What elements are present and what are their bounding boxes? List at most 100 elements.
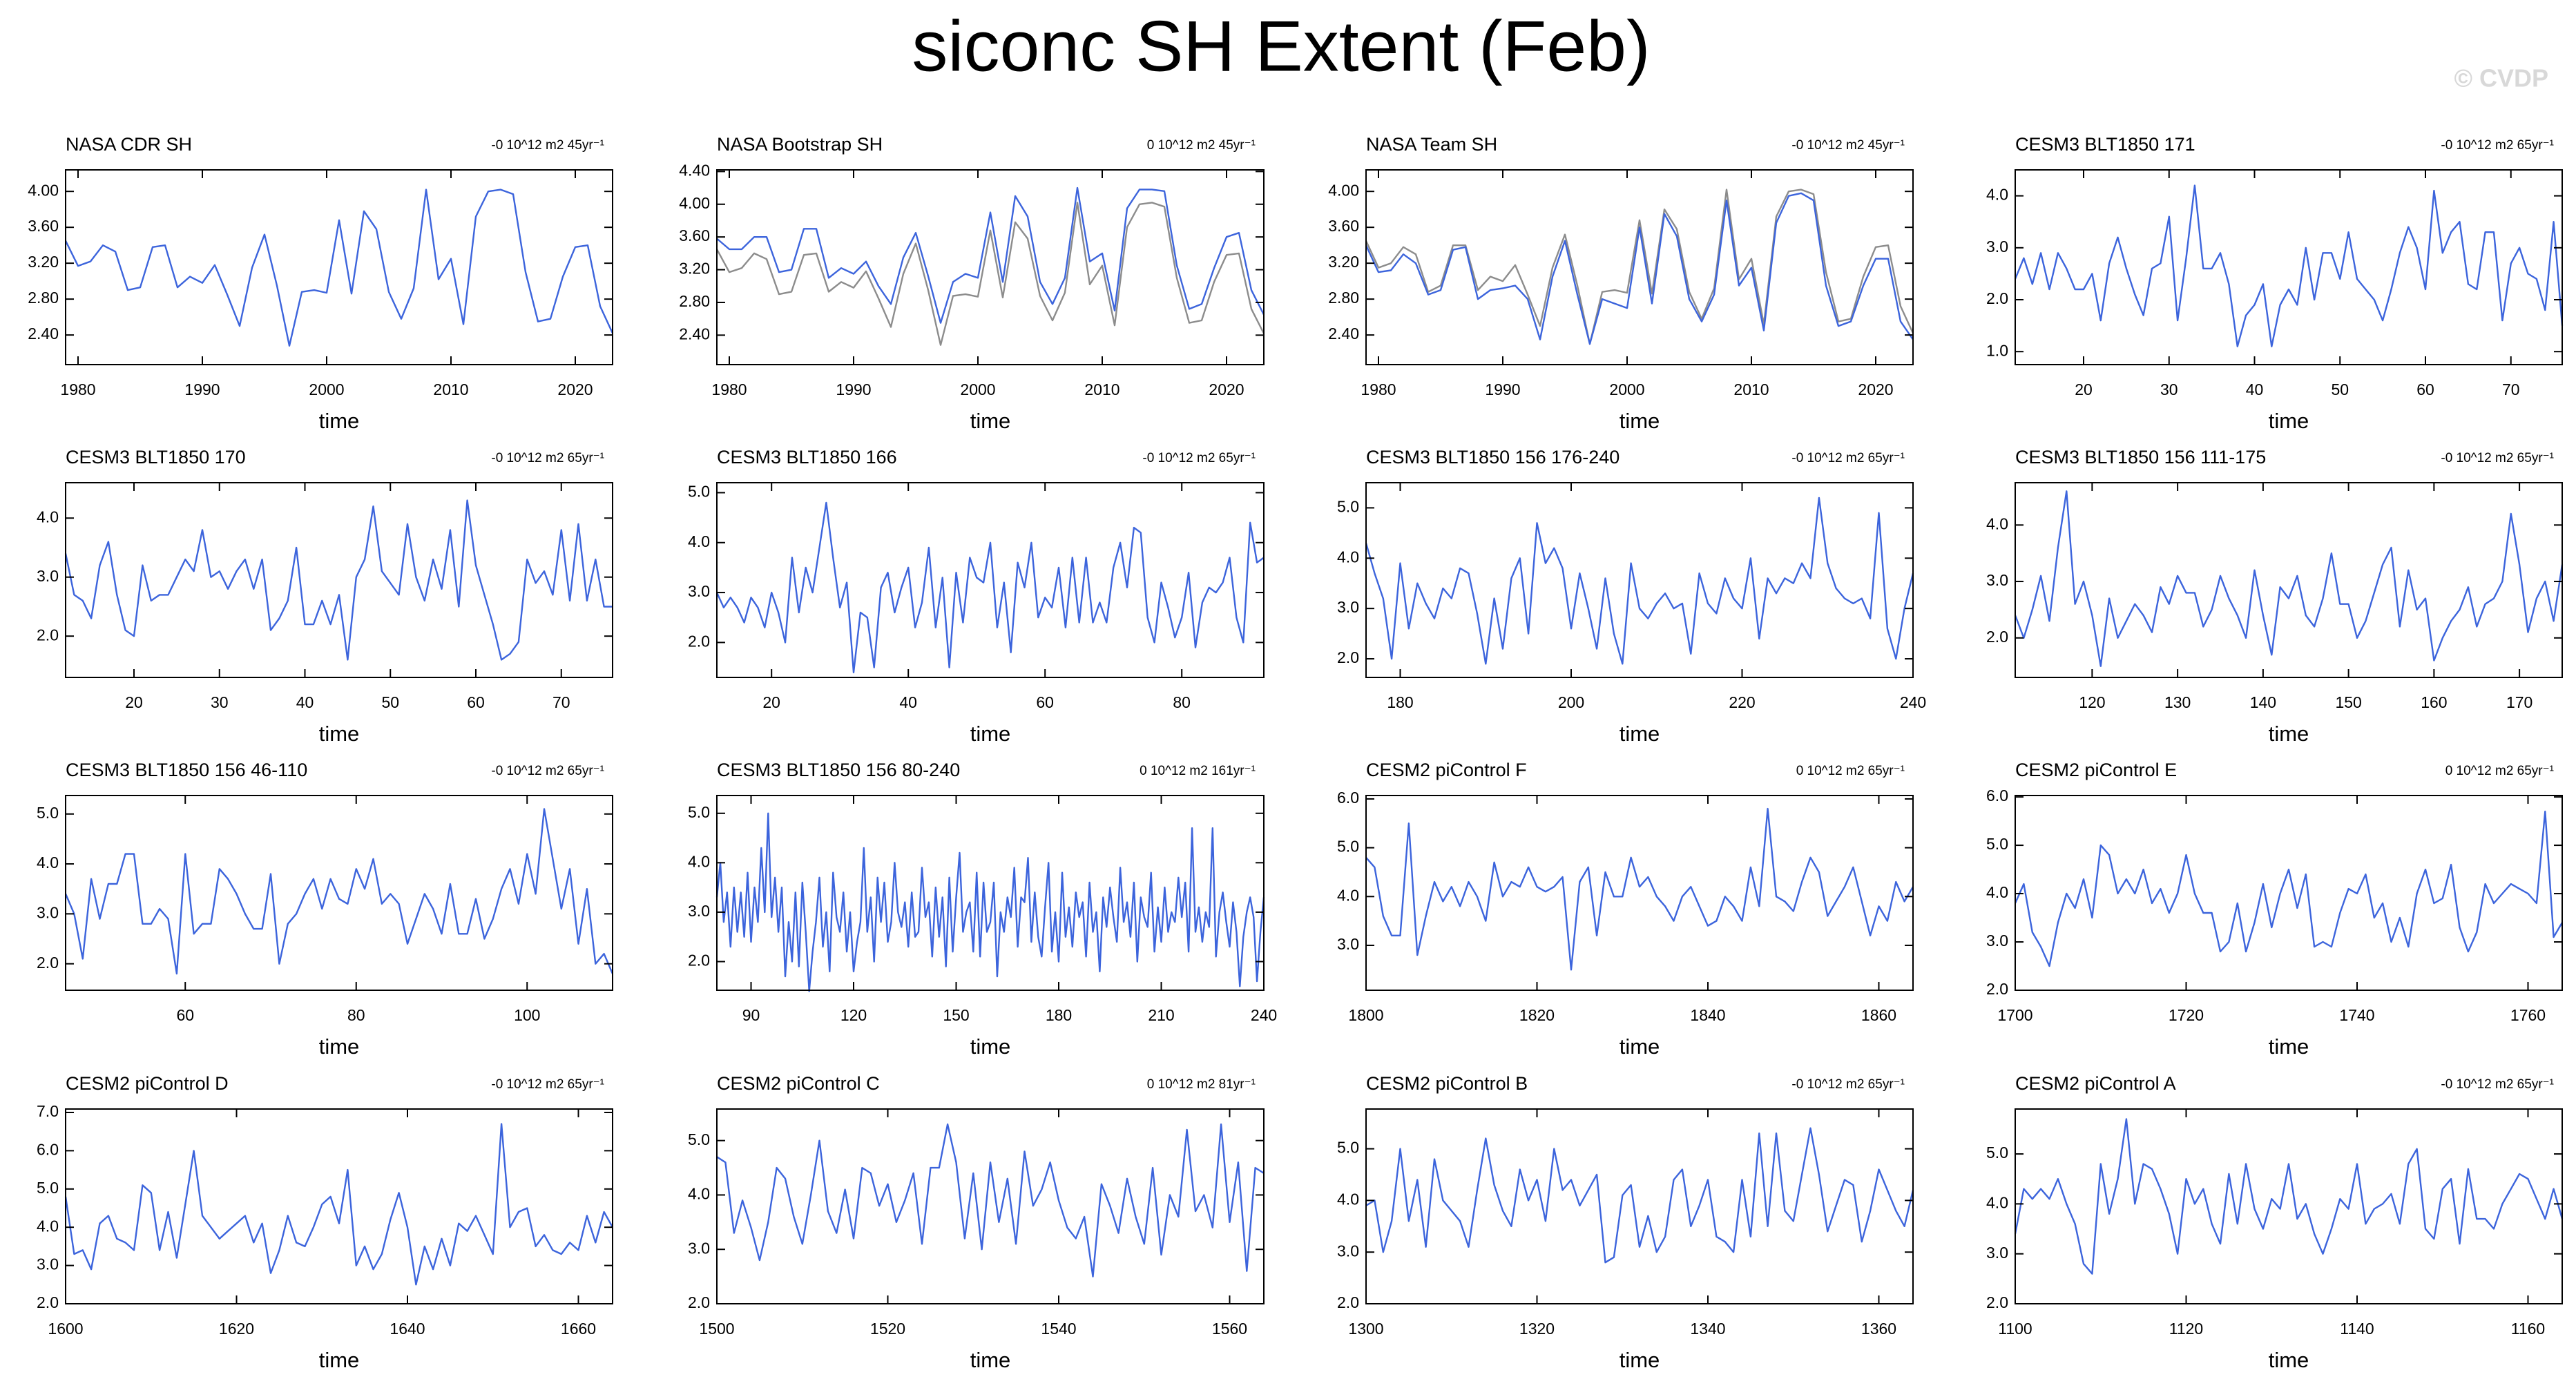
panel: CESM2 piControl D -0 10^12 m2 65yr⁻¹ time 2… [37, 1073, 614, 1372]
data-line [64, 1123, 614, 1286]
y-tick-label: 5.0 [1337, 838, 1359, 856]
x-tick-label: 30 [211, 693, 229, 711]
x-tick-label: 1980 [60, 380, 95, 398]
x-axis-label: time [1619, 1348, 1660, 1372]
x-tick-label: 1800 [1348, 1006, 1383, 1024]
x-tick-label: 1700 [1997, 1006, 2032, 1024]
figure-title: siconc SH Extent (Feb) [912, 6, 1650, 86]
x-tick-label: 20 [762, 693, 780, 711]
x-axis-label: time [2269, 1034, 2309, 1059]
panel-title: CESM3 BLT1850 166 [717, 447, 897, 468]
trend-annotation: -0 10^12 m2 65yr⁻¹ [491, 451, 604, 465]
x-tick-label: 1720 [2169, 1006, 2204, 1024]
y-tick-label: 2.0 [1337, 1293, 1359, 1311]
y-tick-label: 5.0 [1986, 1144, 2008, 1162]
x-tick-label: 2010 [433, 380, 468, 398]
x-tick-label: 200 [1558, 693, 1584, 711]
y-tick-label: 5.0 [1986, 835, 2008, 853]
x-tick-label: 2020 [557, 380, 593, 398]
y-tick-label: 2.0 [1986, 289, 2008, 307]
trend-annotation: -0 10^12 m2 65yr⁻¹ [1142, 451, 1256, 465]
trend-annotation: -0 10^12 m2 65yr⁻¹ [2441, 451, 2554, 465]
x-tick-label: 1640 [390, 1320, 425, 1338]
trend-annotation: 0 10^12 m2 65yr⁻¹ [1796, 764, 1905, 778]
y-tick-label: 5.0 [37, 804, 59, 822]
y-tick-label: 3.60 [28, 217, 59, 235]
data-line [64, 808, 614, 975]
x-tick-label: 150 [2335, 693, 2361, 711]
data-line [715, 501, 1265, 673]
x-tick-label: 1980 [1361, 380, 1396, 398]
y-tick-label: 2.0 [1986, 980, 2008, 998]
x-tick-label: 240 [1251, 1006, 1277, 1024]
y-tick-label: 2.80 [679, 292, 710, 310]
x-tick-label: 1140 [2340, 1320, 2374, 1338]
x-tick-label: 1840 [1690, 1006, 1725, 1024]
panel: CESM3 BLT1850 156 80-240 0 10^12 m2 161yr… [688, 760, 1277, 1059]
x-tick-label: 120 [2079, 693, 2105, 711]
panel-title: CESM3 BLT1850 170 [66, 447, 246, 468]
y-tick-label: 4.00 [28, 181, 59, 199]
y-tick-label: 4.0 [1337, 548, 1359, 566]
y-tick-label: 5.0 [688, 803, 710, 821]
y-tick-label: 3.0 [688, 582, 710, 600]
y-tick-label: 3.20 [28, 253, 59, 271]
x-tick-label: 120 [840, 1006, 867, 1024]
watermark: © CVDP [2454, 64, 2548, 93]
data-line [2014, 1118, 2564, 1275]
panel-title: CESM3 BLT1850 156 111-175 [2015, 447, 2266, 468]
x-tick-label: 20 [2075, 380, 2093, 398]
plot-frame [2015, 795, 2563, 991]
x-tick-label: 30 [2160, 380, 2178, 398]
data-line [2014, 810, 2564, 967]
x-axis-label: time [319, 1034, 360, 1059]
y-tick-label: 3.0 [688, 1239, 710, 1257]
plot-frame [65, 1108, 613, 1304]
y-tick-label: 2.0 [37, 954, 59, 972]
plot-frame [716, 1108, 1265, 1304]
data-line [2014, 490, 2564, 667]
panel: CESM3 BLT1850 170 -0 10^12 m2 65yr⁻¹ time 2… [37, 447, 613, 746]
data-line [2014, 184, 2564, 347]
data-line [64, 189, 614, 347]
x-tick-label: 70 [552, 693, 570, 711]
panel-title: NASA CDR SH [66, 134, 192, 155]
x-tick-label: 1160 [2511, 1320, 2545, 1338]
y-tick-label: 2.0 [688, 632, 710, 650]
x-tick-label: 1500 [699, 1320, 734, 1338]
x-tick-label: 40 [296, 693, 314, 711]
y-tick-label: 2.40 [679, 325, 710, 343]
x-tick-label: 2020 [1209, 380, 1244, 398]
y-tick-label: 4.0 [37, 854, 59, 871]
panel: CESM2 piControl F 0 10^12 m2 65yr⁻¹ time 3.… [1337, 760, 1914, 1059]
x-tick-label: 1560 [1212, 1320, 1247, 1338]
panel-title: CESM3 BLT1850 156 80-240 [717, 760, 960, 780]
y-tick-label: 4.0 [1986, 1193, 2008, 1211]
x-tick-label: 140 [2250, 693, 2276, 711]
x-tick-label: 40 [899, 693, 917, 711]
plot-frame [1365, 169, 1914, 365]
x-tick-label: 2000 [960, 380, 995, 398]
y-tick-label: 2.0 [688, 1293, 710, 1311]
trend-annotation: -0 10^12 m2 45yr⁻¹ [1791, 138, 1905, 153]
plot-frame [716, 482, 1265, 678]
y-tick-label: 5.0 [688, 1130, 710, 1148]
x-tick-label: 60 [2416, 380, 2434, 398]
x-tick-label: 1540 [1041, 1320, 1076, 1338]
trend-annotation: -0 10^12 m2 65yr⁻¹ [491, 764, 604, 778]
x-tick-label: 180 [1046, 1006, 1072, 1024]
y-tick-label: 2.80 [28, 289, 59, 307]
x-tick-label: 1620 [219, 1320, 254, 1338]
x-tick-label: 2010 [1733, 380, 1769, 398]
panel: NASA Team SH -0 10^12 m2 45yr⁻¹ time 2.40 2.… [1328, 134, 1914, 433]
y-tick-label: 4.00 [679, 194, 710, 212]
trend-annotation: -0 10^12 m2 45yr⁻¹ [491, 138, 604, 153]
trend-annotation: -0 10^12 m2 65yr⁻¹ [2441, 138, 2554, 153]
panel-title: CESM2 piControl B [1366, 1073, 1528, 1094]
x-tick-label: 70 [2502, 380, 2520, 398]
y-tick-label: 3.0 [1986, 932, 2008, 950]
y-tick-label: 2.0 [37, 1293, 59, 1311]
panel-title: NASA Bootstrap SH [717, 134, 883, 155]
y-tick-label: 4.0 [688, 532, 710, 550]
